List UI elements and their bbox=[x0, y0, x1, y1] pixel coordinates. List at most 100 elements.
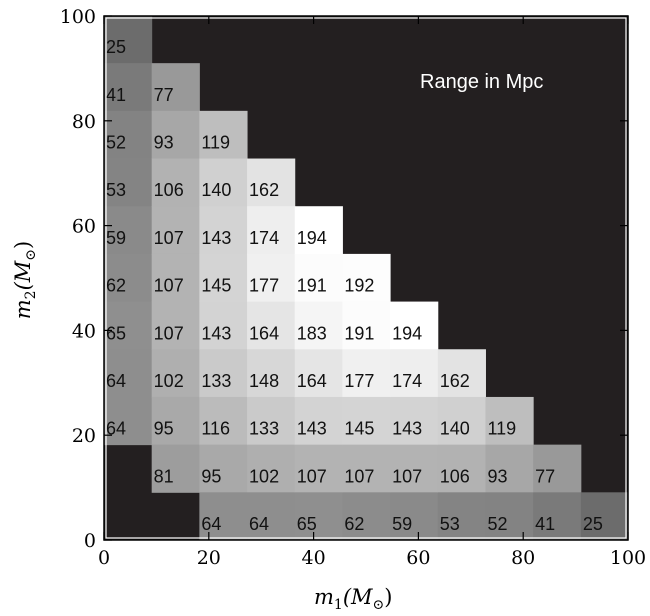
heatmap-cell bbox=[247, 492, 296, 541]
heatmap-cell-value: 164 bbox=[249, 323, 279, 343]
heatmap-cell bbox=[199, 206, 248, 255]
heatmap-cell bbox=[294, 206, 343, 255]
heatmap-cell bbox=[104, 349, 153, 398]
heatmap-cell-value: 119 bbox=[201, 133, 230, 153]
heatmap-cell bbox=[151, 158, 200, 207]
heatmap-cell bbox=[151, 349, 200, 398]
heatmap-cell-value: 143 bbox=[201, 228, 231, 248]
heatmap-cell bbox=[104, 158, 153, 207]
heatmap-cells bbox=[104, 15, 629, 541]
plot-area: 25 41 52 53 59 62 65 64 64 77 93 106 107 107 107 102 95 8… bbox=[103, 15, 629, 541]
plot-inner-border bbox=[105, 17, 627, 539]
heatmap-cell bbox=[151, 253, 200, 303]
heatmap-cell bbox=[485, 444, 534, 493]
heatmap-cell bbox=[533, 492, 582, 541]
heatmap-cell-value: 52 bbox=[106, 133, 126, 153]
x-tick-label: 80 bbox=[511, 547, 535, 569]
y-tick-label: 60 bbox=[72, 216, 96, 238]
heatmap-cell bbox=[437, 349, 486, 398]
y-axis-title-var: m bbox=[11, 299, 35, 319]
heatmap-cell bbox=[294, 444, 343, 493]
heatmap-cell-value: 119 bbox=[487, 419, 516, 439]
heatmap-cell-value: 140 bbox=[440, 419, 470, 439]
heatmap-cell-value: 177 bbox=[249, 276, 279, 296]
heatmap-cell-value: 194 bbox=[297, 228, 327, 248]
heatmap-cell-value: 107 bbox=[297, 466, 327, 486]
heatmap-cell bbox=[294, 396, 343, 446]
heatmap-cell bbox=[151, 206, 200, 255]
heatmap-cell bbox=[151, 110, 200, 160]
heatmap-cell bbox=[485, 396, 534, 446]
heatmap-cell-value: 62 bbox=[106, 276, 126, 296]
y-tick-label: 0 bbox=[84, 530, 96, 552]
heatmap-cell-value: 162 bbox=[249, 180, 279, 200]
heatmap-cell-value: 64 bbox=[201, 514, 221, 534]
y-tick-label: 20 bbox=[72, 425, 96, 447]
heatmap-cell-value: 143 bbox=[392, 419, 422, 439]
heatmap-cell bbox=[199, 110, 248, 160]
heatmap-cell bbox=[247, 396, 296, 446]
heatmap-cell-value: 62 bbox=[344, 514, 364, 534]
heatmap-cell-value: 164 bbox=[297, 371, 327, 391]
heatmap-cell-value: 53 bbox=[106, 180, 126, 200]
x-tick-label: 40 bbox=[302, 547, 326, 569]
heatmap-cell bbox=[294, 301, 343, 350]
y-axis-title-unit: (M bbox=[11, 260, 35, 290]
heatmap-cell bbox=[199, 349, 248, 398]
heatmap-cell-value: 143 bbox=[201, 323, 231, 343]
heatmap-cell-value: 107 bbox=[154, 323, 184, 343]
y-tick-label: 100 bbox=[60, 6, 96, 28]
heatmap-cell-value: 64 bbox=[106, 419, 126, 439]
heatmap-cell-value: 64 bbox=[106, 371, 126, 391]
heatmap-cell bbox=[104, 63, 153, 112]
heatmap-cell bbox=[104, 206, 153, 255]
y-tick-label: 40 bbox=[72, 320, 96, 342]
heatmap-cell-value: 93 bbox=[487, 466, 507, 486]
heatmap-cell-value: 77 bbox=[154, 85, 174, 105]
heatmap-cell bbox=[390, 444, 439, 493]
x-tick-label: 0 bbox=[98, 547, 110, 569]
x-axis-title-unit: (M bbox=[343, 585, 373, 609]
heatmap-cell bbox=[342, 301, 391, 350]
heatmap-cell bbox=[390, 349, 439, 398]
heatmap-cell-value: 162 bbox=[440, 371, 470, 391]
heatmap-cell-value: 148 bbox=[249, 371, 279, 391]
heatmap-cell bbox=[104, 15, 153, 64]
heatmap-cell-value: 81 bbox=[154, 466, 174, 486]
heatmap-cell bbox=[342, 492, 391, 541]
heatmap-cell bbox=[580, 492, 629, 541]
heatmap-cell-value: 93 bbox=[154, 133, 174, 153]
heatmap-cell-value: 59 bbox=[106, 228, 126, 248]
heatmap-cell bbox=[199, 158, 248, 207]
heatmap-cell-value: 107 bbox=[392, 466, 422, 486]
heatmap-cell-value: 41 bbox=[106, 85, 126, 105]
heatmap-cell bbox=[104, 396, 153, 446]
y-axis-title-sun: ⊙ bbox=[23, 249, 39, 261]
heatmap-cell bbox=[294, 349, 343, 398]
heatmap-cell-value: 194 bbox=[392, 323, 422, 343]
heatmap-cell-value: 95 bbox=[154, 419, 174, 439]
x-axis-title-sun: ⊙ bbox=[373, 597, 385, 613]
heatmap-cell bbox=[294, 253, 343, 303]
heatmap-cell-value: 25 bbox=[583, 514, 603, 534]
x-axis-title-close: ) bbox=[384, 585, 392, 609]
heatmap-cell-value: 64 bbox=[249, 514, 269, 534]
heatmap-cell bbox=[199, 492, 248, 541]
heatmap-cell-value: 192 bbox=[344, 276, 374, 296]
heatmap-cell-value: 106 bbox=[154, 180, 184, 200]
heatmap-cell-value: 102 bbox=[249, 466, 279, 486]
heatmap-cell-value: 191 bbox=[297, 276, 327, 296]
heatmap-cell bbox=[485, 492, 534, 541]
heatmap-cell bbox=[247, 206, 296, 255]
heatmap-cell-value: 95 bbox=[201, 466, 221, 486]
heatmap-cell bbox=[342, 444, 391, 493]
y-axis-title-subscript: 2 bbox=[23, 290, 39, 299]
heatmap-cell bbox=[247, 444, 296, 493]
heatmap-cell bbox=[151, 396, 200, 446]
heatmap-cell-value: 143 bbox=[297, 419, 327, 439]
x-axis-title-var: m bbox=[314, 585, 334, 609]
heatmap-cell bbox=[294, 492, 343, 541]
x-tick-label: 20 bbox=[197, 547, 221, 569]
heatmap-cell-value: 65 bbox=[106, 323, 126, 343]
heatmap-cell bbox=[104, 301, 153, 350]
